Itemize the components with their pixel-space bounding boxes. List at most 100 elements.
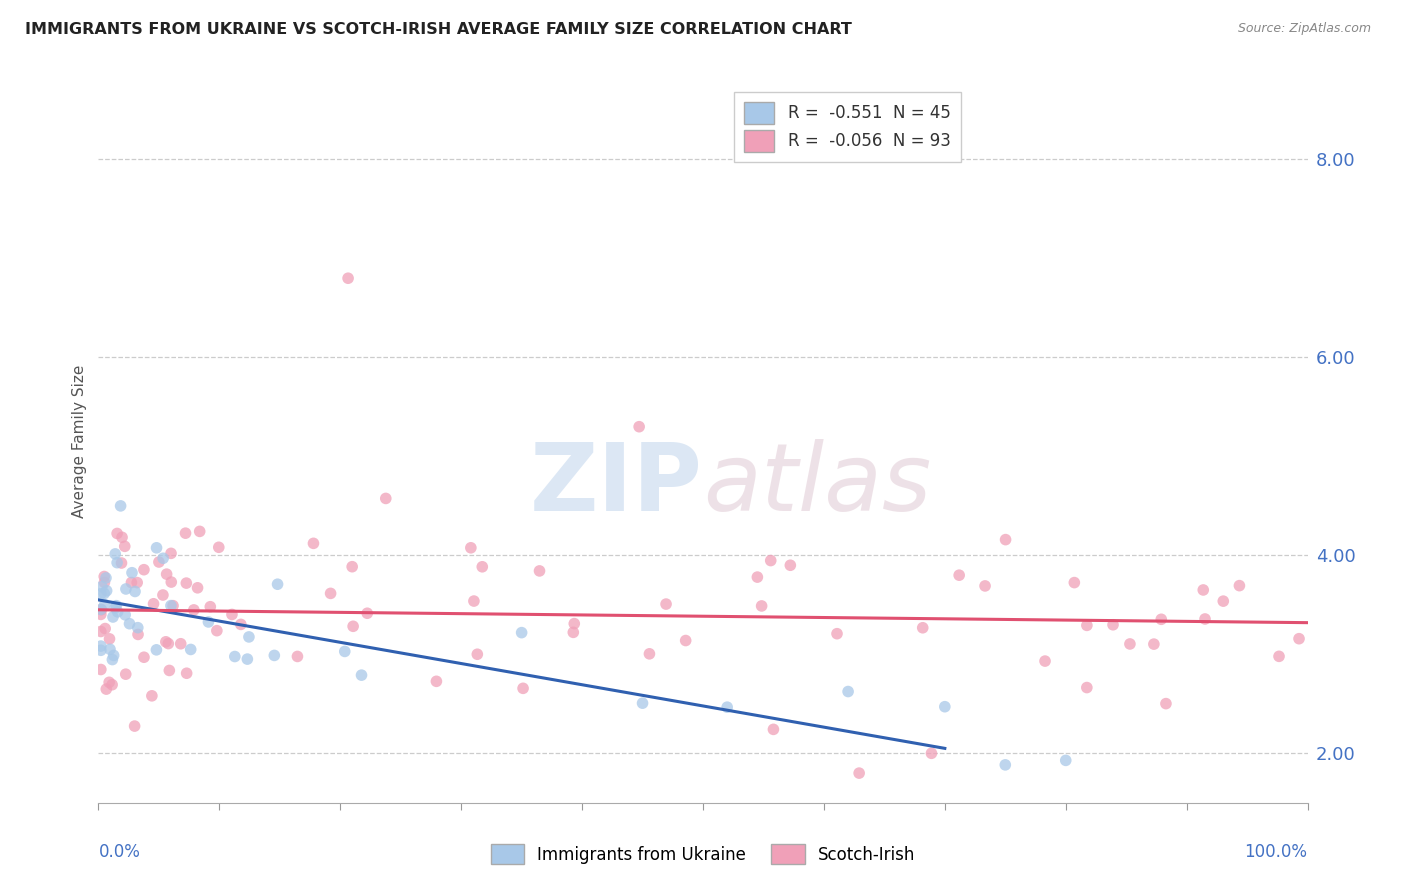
Point [188,524,211,539]
Point [157,637,180,651]
Point [1288,632,1310,646]
Point [934,699,956,714]
Point [675,633,697,648]
Point [115,582,138,596]
Point [114,539,136,553]
Y-axis label: Average Family Size: Average Family Size [72,365,87,518]
Point [152,588,174,602]
Point [90,602,112,616]
Point [176,576,198,591]
Point [762,723,785,737]
Point [425,674,447,689]
Point [948,568,970,582]
Point [94,598,117,612]
Point [974,579,997,593]
Point [1143,637,1166,651]
Point [529,564,551,578]
Point [266,577,288,591]
Point [90,643,112,657]
Point [716,700,738,714]
Point [145,541,167,555]
Point [145,643,167,657]
Point [98,632,121,646]
Text: 0.0%: 0.0% [98,843,141,861]
Point [156,567,179,582]
Point [96,682,118,697]
Point [471,559,494,574]
Point [187,581,209,595]
Point [1119,637,1142,651]
Point [180,642,202,657]
Point [374,491,396,506]
Point [162,599,184,613]
Point [124,584,146,599]
Point [562,616,585,631]
Point [90,580,112,594]
Point [465,647,488,661]
Point [107,605,129,619]
Point [183,603,205,617]
Point [319,586,342,600]
Point [848,766,870,780]
Point [176,666,198,681]
Point [463,594,485,608]
Point [114,667,136,681]
Point [1192,582,1215,597]
Point [120,575,142,590]
Point [263,648,285,663]
Point [200,599,222,614]
Point [356,606,378,620]
Point [103,648,125,663]
Point [132,563,155,577]
Point [90,624,112,639]
Point [170,637,193,651]
Text: 100.0%: 100.0% [1244,843,1308,861]
Point [124,719,146,733]
Point [236,652,259,666]
Point [1054,753,1077,767]
Point [105,556,128,570]
Point [98,675,121,690]
Point [1194,612,1216,626]
Point [224,649,246,664]
Point [302,536,325,550]
Point [118,616,141,631]
Point [104,600,127,615]
Point [1212,594,1234,608]
Point [1063,575,1085,590]
Point [562,625,585,640]
Point [90,602,112,616]
Point [90,639,112,653]
Point [837,684,859,698]
Point [1268,649,1291,664]
Point [751,599,773,613]
Point [1154,697,1177,711]
Point [208,541,231,555]
Point [152,551,174,566]
Text: Source: ZipAtlas.com: Source: ZipAtlas.com [1237,22,1371,36]
Point [101,652,124,666]
Point [155,635,177,649]
Point [160,546,183,560]
Point [160,599,183,613]
Point [90,663,112,677]
Point [631,696,654,710]
Point [98,642,121,657]
Point [221,607,243,622]
Point [512,681,534,696]
Point [94,622,117,636]
Point [1229,579,1251,593]
Point [132,650,155,665]
Point [655,597,678,611]
Point [994,757,1017,772]
Point [110,499,132,513]
Legend: Immigrants from Ukraine, Scotch-Irish: Immigrants from Ukraine, Scotch-Irish [484,838,922,871]
Point [340,559,363,574]
Point [342,619,364,633]
Point [127,627,149,641]
Point [111,530,134,544]
Point [287,649,309,664]
Point [174,526,197,541]
Point [205,624,228,638]
Point [628,419,651,434]
